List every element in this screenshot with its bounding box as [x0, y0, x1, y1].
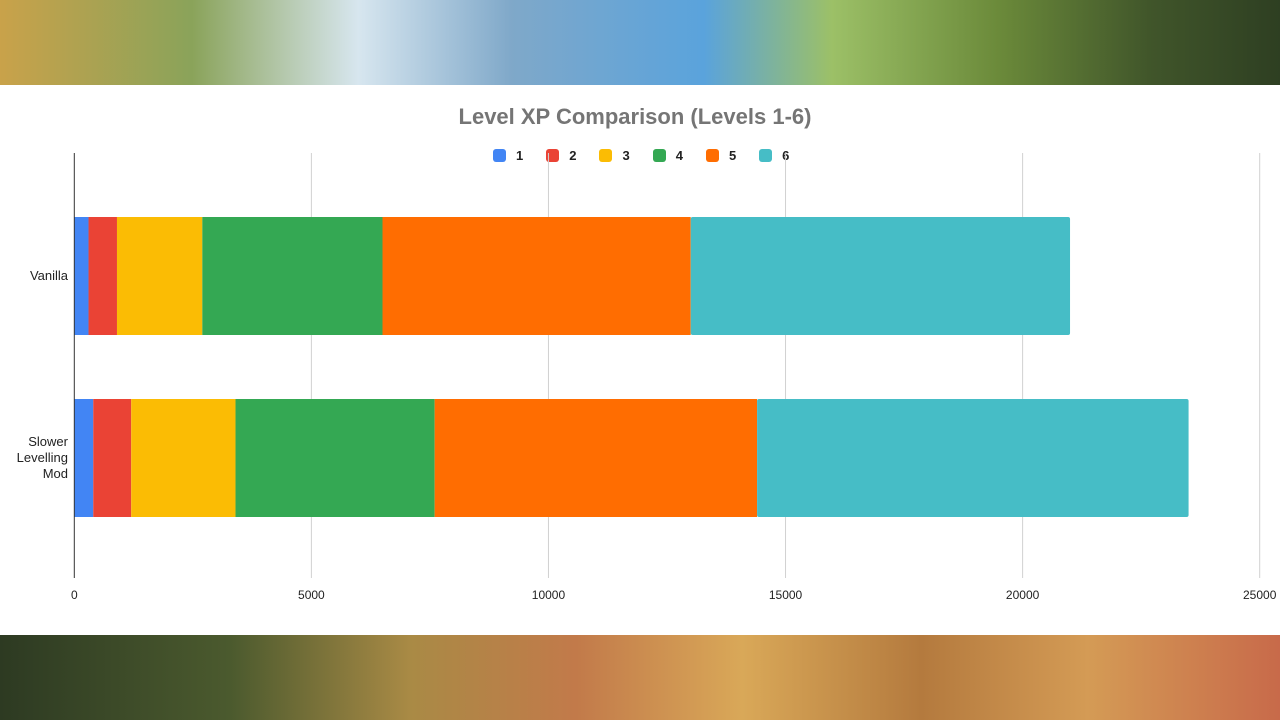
- x-tick-label: 0: [71, 588, 78, 602]
- bar-segment-slower-levelling-mod-level-4: [235, 399, 435, 517]
- legend: 123456: [493, 148, 812, 163]
- bar-segment-slower-levelling-mod-level-3: [131, 399, 236, 517]
- x-tick-label: 20000: [1006, 588, 1040, 602]
- legend-item-5: 5: [705, 148, 737, 163]
- background-forest-bottom: [0, 635, 1280, 720]
- legend-item-2: 2: [546, 148, 576, 163]
- legend-label: 1: [516, 148, 524, 163]
- bar-segment-vanilla-level-6: [690, 217, 1071, 335]
- bar-segment-vanilla-level-2: [88, 217, 117, 335]
- x-tick-label: 15000: [769, 588, 803, 602]
- legend-label: 2: [569, 148, 577, 163]
- chart-panel: [0, 85, 1280, 635]
- category-label: Vanilla: [29, 268, 68, 283]
- legend-label: 4: [675, 148, 683, 163]
- legend-swatch: [493, 149, 506, 162]
- bar-segment-slower-levelling-mod-level-2: [93, 399, 132, 517]
- bar-segment-vanilla-level-3: [116, 217, 203, 335]
- legend-swatch: [759, 149, 773, 162]
- legend-item-1: 1: [493, 148, 523, 163]
- bar-segment-slower-levelling-mod-level-6: [757, 399, 1189, 517]
- legend-item-3: 3: [599, 148, 630, 163]
- bar-segment-vanilla-level-5: [382, 217, 691, 335]
- bar-segment-vanilla-level-4: [202, 217, 383, 335]
- legend-swatch: [599, 149, 613, 162]
- bar-segment-slower-levelling-mod-level-5: [434, 399, 758, 517]
- x-tick-label: 5000: [298, 588, 325, 602]
- legend-item-4: 4: [652, 148, 683, 163]
- bar-segment-slower-levelling-mod-level-1: [74, 399, 94, 517]
- background-forest-top: [0, 0, 1280, 85]
- chart-title: Level XP Comparison (Levels 1-6): [458, 104, 812, 129]
- legend-label: 5: [728, 148, 737, 163]
- bar-segment-vanilla-level-1: [74, 217, 89, 335]
- category-label: Slower Levelling Mod: [16, 434, 68, 481]
- legend-swatch: [546, 149, 560, 162]
- x-tick-label: 10000: [532, 588, 566, 602]
- legend-swatch: [705, 149, 719, 162]
- x-tick-label: 25000: [1243, 588, 1277, 602]
- legend-swatch: [652, 149, 666, 162]
- legend-label: 3: [622, 148, 630, 163]
